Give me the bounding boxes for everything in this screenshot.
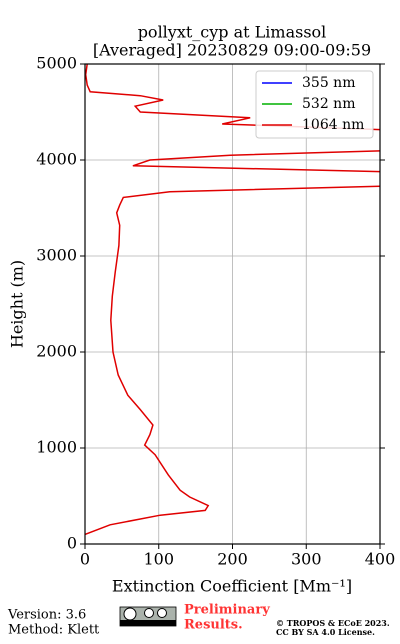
x-tick-label: 300 xyxy=(291,550,322,569)
x-tick-label: 400 xyxy=(365,550,396,569)
copyright: © TROPOS & ECoE 2023. xyxy=(276,618,390,628)
series-line xyxy=(85,64,380,536)
version: Version: 3.6 xyxy=(7,608,86,623)
y-tick-label: 4000 xyxy=(36,150,77,169)
legend-label: 1064 nm xyxy=(302,117,364,133)
legend-box xyxy=(255,70,374,139)
y-tick-label: 3000 xyxy=(36,246,77,265)
x-tick-label: 100 xyxy=(143,550,174,569)
y-axis-label: Height (m) xyxy=(8,260,27,348)
y-tick-label: 0 xyxy=(67,534,77,553)
cc-logo xyxy=(119,606,177,627)
legend: 355 nm 532 nm 1064 nm xyxy=(255,70,374,139)
preliminary-note: Results. xyxy=(184,618,243,633)
x-tick-label: 200 xyxy=(217,550,248,569)
y-tick-label: 5000 xyxy=(36,54,77,73)
chart-title: pollyxt_cyp at Limassol xyxy=(138,23,327,42)
x-tick-label: 0 xyxy=(80,550,90,569)
plot-lines xyxy=(85,64,380,536)
chart-subtitle: [Averaged] 20230829 09:00-09:59 xyxy=(93,41,371,60)
method: Method: Klett xyxy=(8,623,100,638)
x-axis-label: Extinction Coefficient [Mm⁻¹] xyxy=(112,577,352,596)
legend-label: 355 nm xyxy=(302,75,355,91)
y-tick-label: 2000 xyxy=(36,342,77,361)
y-tick-label: 1000 xyxy=(36,438,77,457)
legend-label: 532 nm xyxy=(302,96,355,112)
preliminary-note: Preliminary xyxy=(184,603,270,618)
license: CC BY SA 4.0 License. xyxy=(276,627,375,637)
